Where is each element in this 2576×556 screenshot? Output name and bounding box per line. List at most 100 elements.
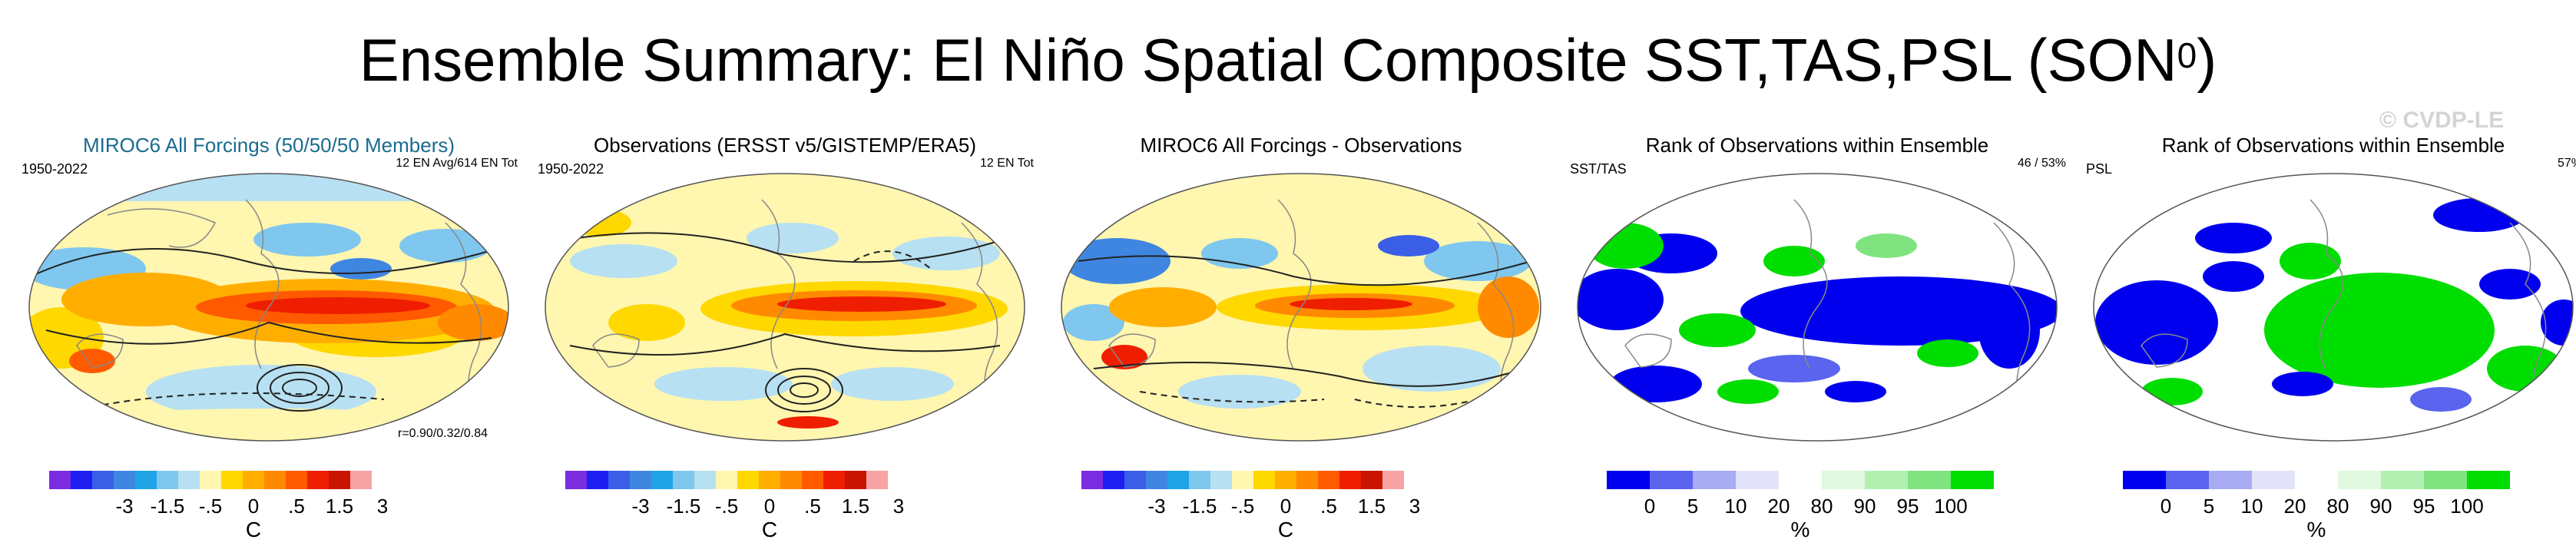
colorbar-unit: C xyxy=(761,518,778,541)
colorbar-swatch xyxy=(716,471,737,489)
colorbar-tick: 5 xyxy=(1687,495,1699,518)
colorbar-tick: 0 xyxy=(763,495,776,518)
colorbar xyxy=(49,471,372,489)
title-close: ) xyxy=(2197,26,2217,94)
colorbar-swatch xyxy=(350,471,372,489)
colorbar-swatch xyxy=(200,471,221,489)
colorbar-swatch xyxy=(845,471,866,489)
colorbar-swatch xyxy=(1167,471,1189,489)
colorbar-swatch xyxy=(135,471,157,489)
colorbar-swatch xyxy=(1865,471,1908,489)
colorbar-tick: 1.5 xyxy=(1357,495,1386,518)
panel-rank-psl: Rank of Observations within Ensemble PSL… xyxy=(2080,123,2576,553)
panel-miroc6: MIROC6 All Forcings (50/50/50 Members) 1… xyxy=(15,123,522,553)
colorbar-swatch xyxy=(1382,471,1404,489)
panel-observations: Observations (ERSST v5/GISTEMP/ERA5) 195… xyxy=(531,123,1038,553)
map-rank-psl xyxy=(2093,173,2574,442)
colorbar-tick: -.5 xyxy=(714,495,739,518)
panel-difference: MIROC6 All Forcings - Observations xyxy=(1048,123,1555,553)
colorbar xyxy=(2123,471,2510,489)
colorbar-swatch xyxy=(307,471,329,489)
colorbar-swatch xyxy=(2295,471,2338,489)
colorbar-swatch xyxy=(178,471,200,489)
colorbar-swatch xyxy=(608,471,630,489)
colorbar-swatch xyxy=(1275,471,1296,489)
colorbar-swatch xyxy=(243,471,264,489)
colorbar-unit: C xyxy=(1277,518,1294,541)
colorbar-tick: -3 xyxy=(115,495,134,518)
colorbar-tick: 5 xyxy=(2203,495,2215,518)
colorbar xyxy=(1081,471,1404,489)
colorbar-swatch xyxy=(1339,471,1361,489)
panel-percent-label: 57% xyxy=(2557,157,2576,170)
colorbar-tick: 90 xyxy=(2369,495,2392,518)
colorbar-swatch xyxy=(1232,471,1253,489)
colorbar-swatch xyxy=(1607,471,1650,489)
colorbar-tick: 0 xyxy=(247,495,260,518)
colorbar-tick: -3 xyxy=(1147,495,1166,518)
colorbar-tick: 10 xyxy=(1724,495,1747,518)
colorbar-swatch xyxy=(1736,471,1779,489)
colorbar-swatch xyxy=(780,471,802,489)
colorbar-tick: .5 xyxy=(288,495,305,518)
colorbar-swatch xyxy=(1296,471,1318,489)
colorbar-tick: 3 xyxy=(1409,495,1421,518)
colorbar-tick: 3 xyxy=(376,495,389,518)
colorbar-swatch xyxy=(823,471,845,489)
correlation-label: r=0.90/0.32/0.84 xyxy=(398,427,488,440)
colorbar-swatch xyxy=(565,471,587,489)
colorbar-tick: -.5 xyxy=(198,495,223,518)
panel-variable-label: PSL xyxy=(2086,161,2113,177)
colorbar-tick: 0 xyxy=(1644,495,1656,518)
colorbar-swatch xyxy=(264,471,286,489)
panel-title: Rank of Observations within Ensemble xyxy=(2161,134,2505,157)
colorbar-swatch xyxy=(71,471,92,489)
map-rank-sst-tas xyxy=(1577,173,2058,442)
colorbar-swatch xyxy=(866,471,888,489)
colorbar-tick: .5 xyxy=(1320,495,1337,518)
colorbar-swatch xyxy=(1650,471,1693,489)
colorbar-swatch xyxy=(1361,471,1382,489)
map-observations xyxy=(545,173,1025,442)
colorbar-tick: -1.5 xyxy=(666,495,701,518)
panel-rank-sst-tas: Rank of Observations within Ensemble SST… xyxy=(1564,123,2071,553)
colorbar-swatch xyxy=(286,471,307,489)
colorbar xyxy=(565,471,888,489)
colorbar-unit: C xyxy=(245,518,262,541)
colorbar-swatch xyxy=(1210,471,1232,489)
colorbar-swatch xyxy=(1081,471,1103,489)
colorbar-swatch xyxy=(1908,471,1951,489)
colorbar-swatch xyxy=(694,471,716,489)
colorbar-tick: 20 xyxy=(1767,495,1790,518)
colorbar-swatch xyxy=(1124,471,1146,489)
colorbar-swatch xyxy=(2424,471,2467,489)
colorbar-tick: 95 xyxy=(1896,495,1919,518)
colorbar-swatch xyxy=(2381,471,2424,489)
colorbar-swatch xyxy=(2467,471,2510,489)
colorbar-tick: 0 xyxy=(2160,495,2172,518)
colorbar-unit: % xyxy=(2306,518,2326,541)
colorbar-tick: 100 xyxy=(1934,495,1968,518)
colorbar-swatch xyxy=(329,471,350,489)
panel-count-label: 12 EN Tot xyxy=(980,157,1034,170)
colorbar-swatch xyxy=(2166,471,2209,489)
title-superscript: 0 xyxy=(2177,35,2197,75)
panel-variable-label: SST/TAS xyxy=(1570,161,1627,177)
colorbar-swatch xyxy=(1779,471,1822,489)
panel-period-label: 1950-2022 xyxy=(22,161,88,177)
watermark: © CVDP-LE xyxy=(2379,108,2505,133)
colorbar-swatch xyxy=(1103,471,1124,489)
colorbar-unit: % xyxy=(1790,518,1810,541)
colorbar-swatch xyxy=(1693,471,1736,489)
colorbar-swatch xyxy=(630,471,651,489)
map-difference xyxy=(1061,173,1541,442)
colorbar-tick: 0 xyxy=(1280,495,1292,518)
colorbar-tick: 3 xyxy=(892,495,905,518)
colorbar xyxy=(1607,471,1994,489)
panel-count-label: 12 EN Avg/614 EN Tot xyxy=(396,157,518,170)
colorbar-tick: 100 xyxy=(2450,495,2484,518)
colorbar-swatch xyxy=(651,471,673,489)
colorbar-swatch xyxy=(92,471,114,489)
colorbar-tick: 90 xyxy=(1853,495,1876,518)
colorbar-swatch xyxy=(114,471,135,489)
